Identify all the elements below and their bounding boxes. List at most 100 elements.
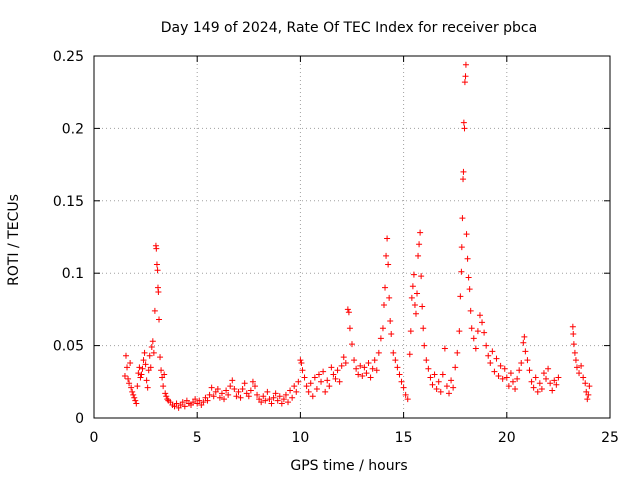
- data-point: [377, 335, 384, 342]
- data-point: [509, 378, 516, 385]
- data-point: [427, 374, 434, 381]
- data-point: [287, 387, 294, 394]
- data-point: [452, 364, 459, 371]
- data-point: [127, 359, 134, 366]
- x-tick-label: 5: [193, 430, 202, 446]
- data-point: [353, 365, 360, 372]
- data-point: [499, 375, 506, 382]
- data-point: [493, 355, 500, 362]
- data-point: [479, 319, 486, 326]
- data-point: [278, 400, 285, 407]
- data-point: [448, 377, 455, 384]
- plot-frame: [93, 55, 611, 419]
- data-point: [446, 390, 453, 397]
- data-point: [268, 400, 275, 407]
- data-point: [425, 365, 432, 372]
- data-point: [472, 345, 479, 352]
- data-point: [387, 317, 394, 324]
- data-point: [543, 375, 550, 382]
- data-point: [315, 371, 322, 378]
- data-point: [435, 378, 442, 385]
- data-point: [143, 377, 150, 384]
- data-point: [439, 371, 446, 378]
- data-point: [295, 378, 302, 385]
- data-point: [249, 378, 256, 385]
- y-tick-label: 0: [75, 411, 84, 427]
- data-point: [153, 261, 160, 268]
- data-point: [402, 391, 409, 398]
- data-point: [196, 397, 203, 404]
- data-point: [408, 294, 415, 301]
- y-tick-label: 0.1: [62, 266, 84, 282]
- data-point: [503, 374, 510, 381]
- data-point: [415, 252, 422, 259]
- data-point: [582, 380, 589, 387]
- data-point: [233, 393, 240, 400]
- data-point: [373, 367, 380, 374]
- data-point: [464, 255, 471, 262]
- data-point: [495, 373, 502, 380]
- data-point: [330, 371, 337, 378]
- y-tick-label: 0.25: [53, 49, 84, 65]
- data-point: [160, 383, 167, 390]
- data-point: [135, 370, 142, 377]
- data-point: [210, 393, 217, 400]
- data-point: [433, 386, 440, 393]
- data-point: [297, 357, 304, 364]
- data-point: [121, 373, 128, 380]
- data-point: [518, 359, 525, 366]
- data-point: [344, 306, 351, 313]
- y-tick-label: 0.05: [53, 339, 84, 355]
- data-point: [536, 380, 543, 387]
- data-point: [540, 370, 547, 377]
- data-point: [394, 364, 401, 371]
- data-point: [153, 245, 160, 252]
- data-point: [369, 365, 376, 372]
- data-point: [461, 79, 468, 86]
- data-point: [351, 357, 358, 364]
- data-point: [530, 384, 537, 391]
- y-tick-label: 0.2: [62, 121, 84, 137]
- data-point: [260, 393, 267, 400]
- data-point: [465, 274, 472, 281]
- data-point: [262, 397, 269, 404]
- data-point: [221, 396, 228, 403]
- data-point: [227, 383, 234, 390]
- data-point: [491, 368, 498, 375]
- data-point: [326, 383, 333, 390]
- data-point: [131, 394, 138, 401]
- data-point: [457, 293, 464, 300]
- data-point: [431, 371, 438, 378]
- data-point: [270, 394, 277, 401]
- data-point: [384, 235, 391, 242]
- data-point: [489, 348, 496, 355]
- data-point: [420, 325, 427, 332]
- data-point: [280, 396, 287, 403]
- data-point: [522, 348, 529, 355]
- data-point: [125, 375, 132, 382]
- data-point: [311, 374, 318, 381]
- data-point: [555, 374, 562, 381]
- data-point: [164, 396, 171, 403]
- data-point: [382, 284, 389, 291]
- data-point: [258, 399, 265, 406]
- data-point: [229, 377, 236, 384]
- data-point: [151, 307, 158, 314]
- data-point: [137, 374, 144, 381]
- data-point: [388, 331, 395, 338]
- data-point: [147, 364, 154, 371]
- data-point: [149, 338, 156, 345]
- data-point: [208, 384, 215, 391]
- data-point: [406, 351, 413, 358]
- data-point: [483, 342, 490, 349]
- data-point: [141, 349, 148, 356]
- data-point: [586, 383, 593, 390]
- data-point: [390, 349, 397, 356]
- data-point: [251, 383, 258, 390]
- x-tick-label: 15: [395, 430, 413, 446]
- data-point: [218, 390, 225, 397]
- data-point: [410, 271, 417, 278]
- data-point: [549, 387, 556, 394]
- data-point: [417, 229, 424, 236]
